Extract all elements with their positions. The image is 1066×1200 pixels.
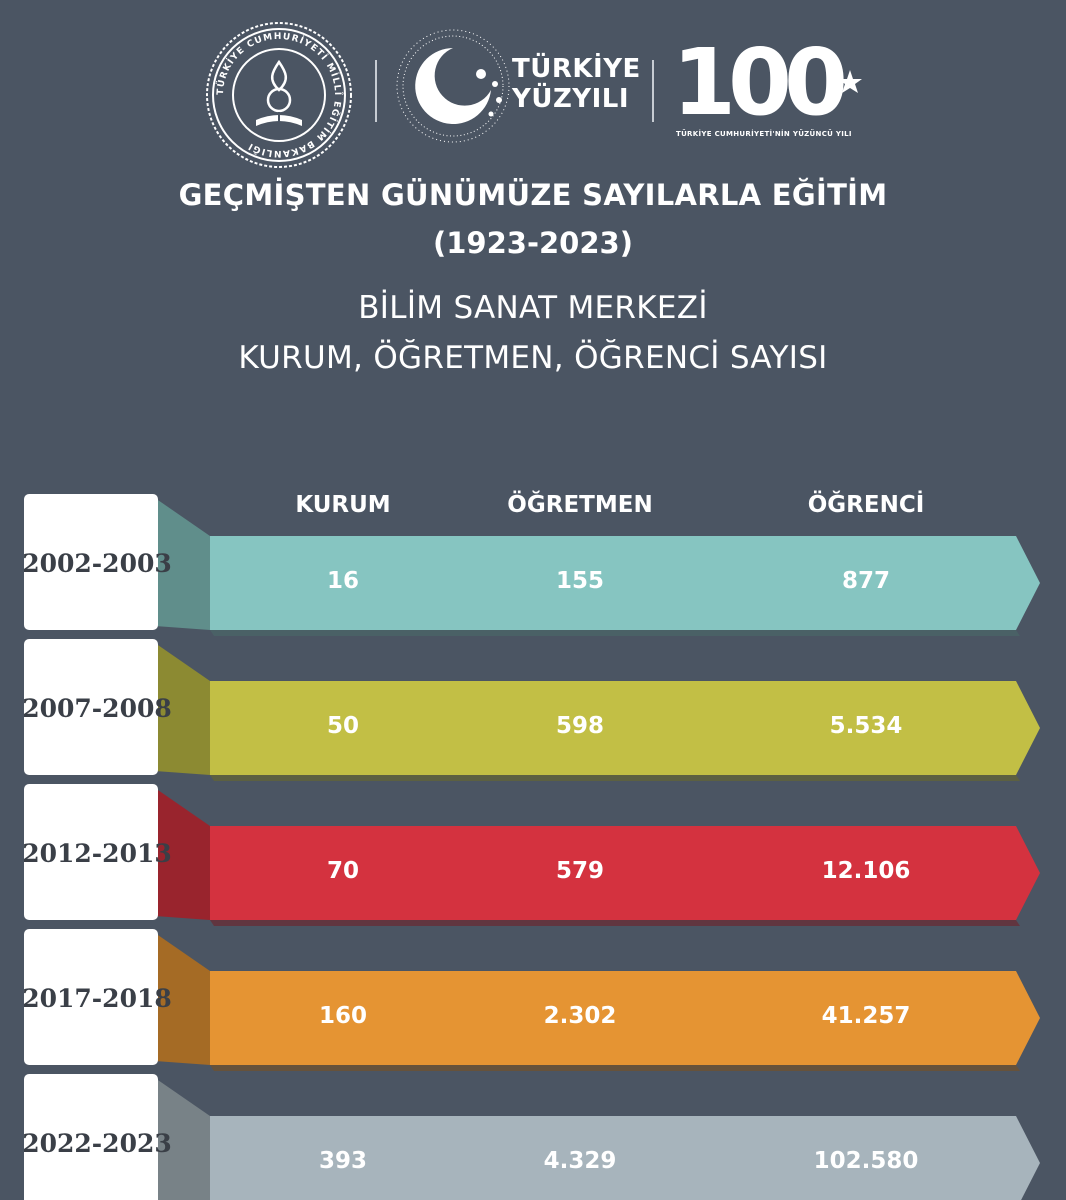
value-kurum: 70 <box>327 858 359 884</box>
value-öğrenci̇: 41.257 <box>822 1003 911 1029</box>
row-band-shadow <box>210 775 1020 781</box>
yuzyili-line: YÜZYILI <box>512 84 630 114</box>
period-label: 2012-2013 <box>22 839 172 868</box>
row-band-fold <box>155 788 210 920</box>
value-öğrenci̇: 12.106 <box>822 858 911 884</box>
period-label-box <box>24 1074 158 1200</box>
value-öğretmen: 155 <box>556 568 604 594</box>
value-kurum: 393 <box>319 1148 367 1174</box>
row-band-shadow <box>210 1065 1020 1071</box>
period-label-box <box>24 639 158 775</box>
meb-seal-logo: TÜRKİYE CUMHURİYETİ MİLLÎ EĞİTİM BAKANLI… <box>206 22 352 168</box>
value-öğretmen: 579 <box>556 858 604 884</box>
row-band <box>210 826 1040 920</box>
page-title: GEÇMİŞTEN GÜNÜMÜZE SAYILARLA EĞİTİM <box>178 178 888 212</box>
period-label: 2022-2023 <box>22 1129 172 1158</box>
row-band <box>210 536 1040 630</box>
column-header-2: ÖĞRETMEN <box>507 490 652 518</box>
centennial-tagline: TÜRKİYE CUMHURİYETİ'NİN YÜZÜNCÜ YILI <box>676 130 852 138</box>
centennial-100-logo: 100 <box>672 29 862 132</box>
row-band-fold <box>155 933 210 1065</box>
row-band-fold <box>155 1078 210 1200</box>
turkiye-yuzyili-crescent-icon <box>396 29 510 143</box>
star-icon <box>838 70 862 93</box>
row-band <box>210 1116 1040 1200</box>
row-band-shadow <box>210 630 1020 636</box>
logo-strip: TÜRKİYE CUMHURİYETİ MİLLÎ EĞİTİM BAKANLI… <box>0 20 1066 170</box>
centennial-number: 100 <box>672 29 844 132</box>
subtitle-line-1: BİLİM SANAT MERKEZİ <box>358 290 708 326</box>
period-label-box <box>24 494 158 630</box>
period-label: 2007-2008 <box>22 694 172 723</box>
value-kurum: 16 <box>327 568 359 594</box>
value-kurum: 160 <box>319 1003 367 1029</box>
period-label-box <box>24 784 158 920</box>
value-kurum: 50 <box>327 713 359 739</box>
period-label-box <box>24 929 158 1065</box>
row-band-fold <box>155 498 210 630</box>
row-band <box>210 681 1040 775</box>
turkiye-yuzyili-wordmark: TÜRKİYE YÜZYILI <box>512 54 641 114</box>
value-öğretmen: 2.302 <box>544 1003 617 1029</box>
logo-divider <box>652 60 654 122</box>
value-öğretmen: 598 <box>556 713 604 739</box>
value-öğrenci̇: 877 <box>842 568 890 594</box>
value-öğrenci̇: 102.580 <box>814 1148 919 1174</box>
period-label: 2002-2003 <box>22 549 172 578</box>
subtitle-line-2: KURUM, ÖĞRETMEN, ÖĞRENCİ SAYISI <box>238 340 828 376</box>
period-label: 2017-2018 <box>22 984 172 1013</box>
column-header-3: ÖĞRENCİ <box>808 490 925 518</box>
logo-divider <box>375 60 377 122</box>
row-band-shadow <box>210 920 1020 926</box>
row-band-fold <box>155 643 210 775</box>
value-öğretmen: 4.329 <box>544 1148 617 1174</box>
turkiye-line: TÜRKİYE <box>512 54 641 84</box>
column-header-1: KURUM <box>295 492 390 518</box>
page-years: (1923-2023) <box>433 226 633 260</box>
statistics-chart: KURUM ÖĞRETMEN ÖĞRENCİ 2002-2003 16 155 877 200… <box>22 490 1040 1200</box>
row-band <box>210 971 1040 1065</box>
value-öğrenci̇: 5.534 <box>830 713 903 739</box>
